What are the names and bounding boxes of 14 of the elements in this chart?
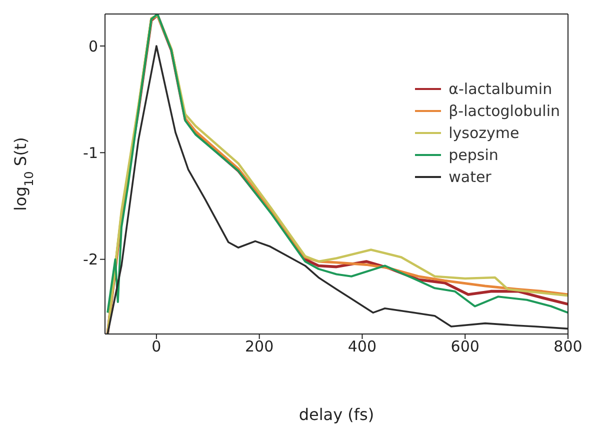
legend-label: α-lactalbumin — [448, 79, 552, 100]
x-tick-label: 800 — [554, 338, 582, 356]
legend-label: lysozyme — [448, 123, 520, 144]
legend-label: β-lactoglobulin — [448, 101, 560, 122]
y-tick-label: -2 — [83, 250, 98, 269]
y-tick-label: -1 — [83, 144, 98, 162]
legend-label: pepsin — [448, 145, 498, 166]
y-tick-label: 0 — [88, 37, 98, 56]
x-tick-label: 0 — [152, 338, 162, 356]
x-tick-label: 200 — [245, 338, 274, 356]
x-axis-title: delay (fs) — [298, 405, 374, 424]
legend-label: water — [448, 167, 492, 188]
x-tick-label: 600 — [450, 338, 480, 356]
x-tick-label: 400 — [348, 338, 377, 356]
